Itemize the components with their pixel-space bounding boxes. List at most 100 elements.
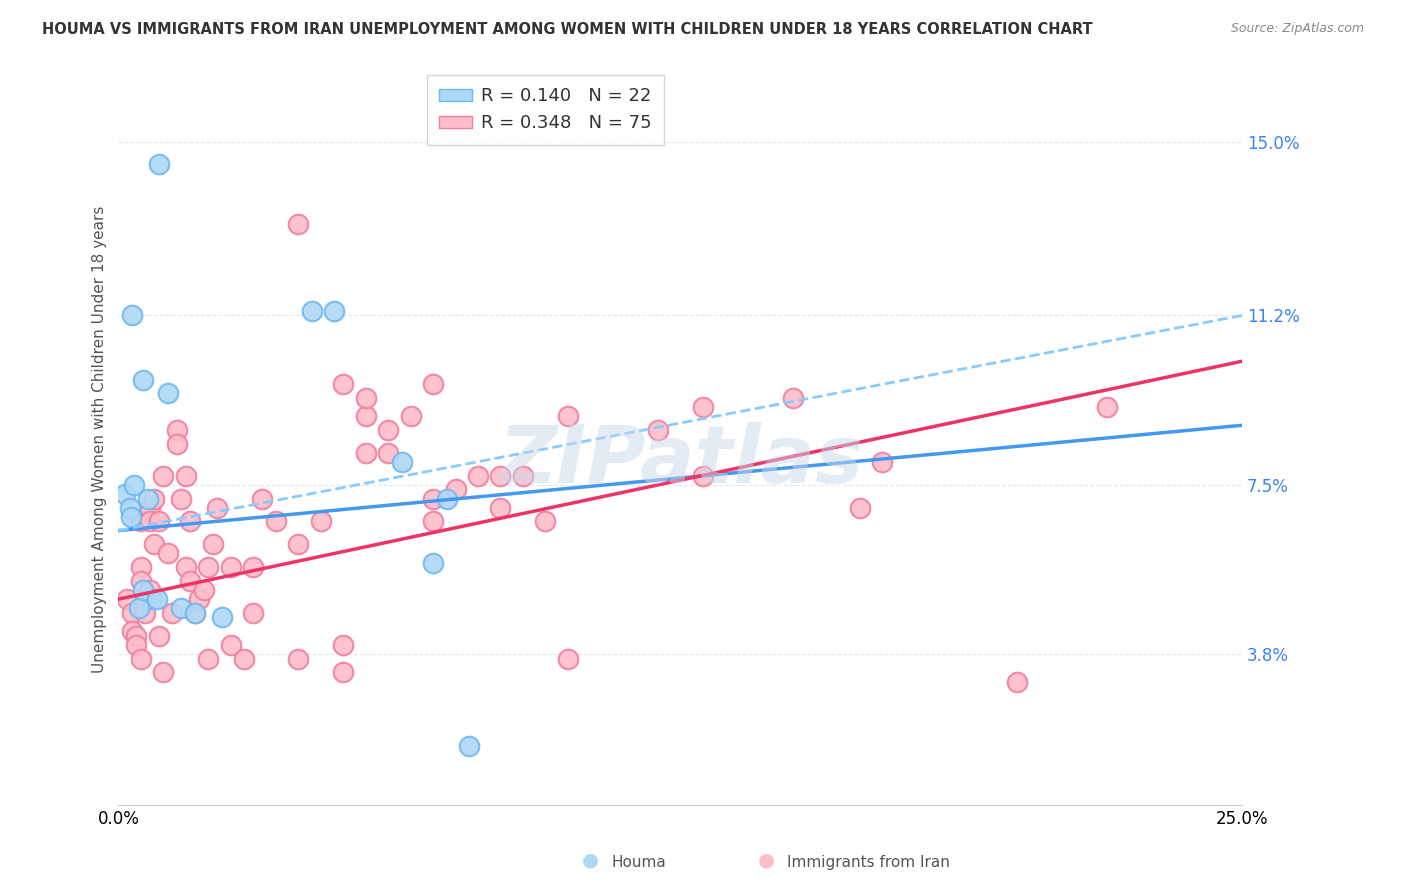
Point [354, 391, 377, 405]
Point [219, 638, 242, 652]
Point [377, 446, 399, 460]
Point [129, 560, 152, 574]
Point [309, 515, 332, 529]
Point [166, 436, 188, 450]
Point [148, 629, 170, 643]
Point [193, 582, 215, 597]
Point [534, 515, 557, 529]
Point [139, 582, 162, 597]
Point [849, 500, 872, 515]
Text: ●: ● [758, 851, 775, 870]
Point [114, 487, 136, 501]
Point [132, 373, 155, 387]
Point [148, 157, 170, 171]
Point [152, 665, 174, 680]
Point [354, 409, 377, 424]
Point [489, 468, 512, 483]
Point [143, 537, 166, 551]
Point [139, 515, 162, 529]
Text: Immigrants from Iran: Immigrants from Iran [787, 855, 950, 870]
Point [692, 400, 714, 414]
Point [1095, 400, 1118, 414]
Point [121, 624, 143, 639]
Y-axis label: Unemployment Among Women with Children Under 18 years: Unemployment Among Women with Children U… [93, 205, 107, 673]
Point [233, 651, 256, 665]
Point [782, 391, 804, 405]
Point [129, 574, 152, 588]
Point [557, 409, 579, 424]
Point [391, 455, 413, 469]
Point [323, 304, 346, 318]
Point [184, 606, 207, 620]
Point [252, 491, 274, 506]
Point [184, 606, 207, 620]
Text: ZIPatlas: ZIPatlas [498, 422, 863, 500]
Point [129, 651, 152, 665]
Text: HOUMA VS IMMIGRANTS FROM IRAN UNEMPLOYMENT AMONG WOMEN WITH CHILDREN UNDER 18 YE: HOUMA VS IMMIGRANTS FROM IRAN UNEMPLOYME… [42, 22, 1092, 37]
Point [145, 592, 167, 607]
Point [152, 468, 174, 483]
Point [139, 500, 162, 515]
Point [121, 606, 143, 620]
Point [436, 491, 458, 506]
Text: ●: ● [582, 851, 599, 870]
Point [129, 515, 152, 529]
Point [125, 629, 148, 643]
Point [332, 665, 354, 680]
Point [872, 455, 894, 469]
Point [122, 477, 145, 491]
Point [422, 377, 444, 392]
Point [141, 592, 163, 607]
Point [301, 304, 323, 318]
Point [128, 601, 150, 615]
Point [219, 560, 242, 574]
Point [557, 651, 579, 665]
Point [287, 217, 309, 231]
Point [117, 592, 139, 607]
Point [197, 651, 219, 665]
Point [132, 582, 155, 597]
Point [125, 638, 148, 652]
Text: Houma: Houma [612, 855, 666, 870]
Point [156, 546, 179, 560]
Point [170, 491, 193, 506]
Point [444, 483, 467, 497]
Point [242, 606, 264, 620]
Point [166, 423, 188, 437]
Point [287, 651, 309, 665]
Point [377, 423, 399, 437]
Point [179, 515, 201, 529]
Point [134, 606, 156, 620]
Point [188, 592, 211, 607]
Point [118, 500, 141, 515]
Point [207, 500, 229, 515]
Point [197, 560, 219, 574]
Point [120, 509, 142, 524]
Point [156, 386, 179, 401]
Point [692, 468, 714, 483]
Point [201, 537, 224, 551]
Point [512, 468, 534, 483]
Point [647, 423, 669, 437]
Point [422, 491, 444, 506]
Point [174, 468, 197, 483]
Point [134, 592, 156, 607]
Point [354, 446, 377, 460]
Point [332, 377, 354, 392]
Legend: R = 0.140   N = 22, R = 0.348   N = 75: R = 0.140 N = 22, R = 0.348 N = 75 [426, 75, 664, 145]
Point [170, 601, 193, 615]
Point [179, 574, 201, 588]
Point [399, 409, 422, 424]
Text: Source: ZipAtlas.com: Source: ZipAtlas.com [1230, 22, 1364, 36]
Point [332, 638, 354, 652]
Point [422, 556, 444, 570]
Point [143, 491, 166, 506]
Point [162, 606, 184, 620]
Point [136, 491, 159, 506]
Point [422, 515, 444, 529]
Point [121, 309, 143, 323]
Point [1007, 674, 1029, 689]
Point [211, 610, 233, 624]
Point [467, 468, 489, 483]
Point [458, 739, 481, 753]
